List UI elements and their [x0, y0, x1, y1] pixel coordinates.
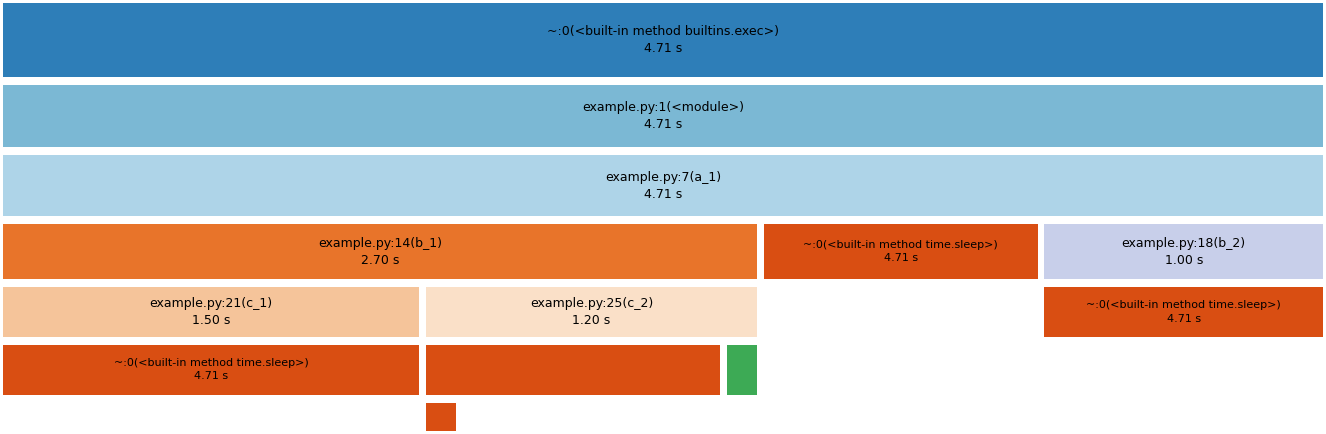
Bar	[3, 224, 757, 279]
Bar	[3, 155, 1323, 216]
Bar	[3, 345, 419, 395]
Bar	[3, 3, 1323, 77]
Text: example.py:21(c_1)
1.50 s: example.py:21(c_1) 1.50 s	[150, 297, 273, 327]
Bar	[1045, 224, 1323, 279]
Bar	[727, 345, 757, 395]
Bar	[3, 85, 1323, 147]
Bar	[426, 403, 456, 431]
Bar	[426, 345, 720, 395]
Text: example.py:14(b_1)
2.70 s: example.py:14(b_1) 2.70 s	[318, 237, 442, 267]
Bar	[764, 224, 1038, 279]
Bar	[1045, 287, 1323, 337]
Bar	[3, 287, 419, 337]
Text: ~:0(<built-in method time.sleep>)
4.71 s: ~:0(<built-in method time.sleep>) 4.71 s	[1086, 300, 1281, 324]
Bar	[426, 287, 757, 337]
Text: example.py:25(c_2)
1.20 s: example.py:25(c_2) 1.20 s	[530, 297, 654, 327]
Text: ~:0(<built-in method time.sleep>)
4.71 s: ~:0(<built-in method time.sleep>) 4.71 s	[114, 358, 309, 381]
Text: example.py:1(<module>)
4.71 s: example.py:1(<module>) 4.71 s	[582, 101, 744, 131]
Text: ~:0(<built-in method builtins.exec>)
4.71 s: ~:0(<built-in method builtins.exec>) 4.7…	[548, 25, 778, 55]
Text: example.py:18(b_2)
1.00 s: example.py:18(b_2) 1.00 s	[1122, 237, 1246, 267]
Text: ~:0(<built-in method time.sleep>)
4.71 s: ~:0(<built-in method time.sleep>) 4.71 s	[804, 240, 998, 263]
Text: example.py:7(a_1)
4.71 s: example.py:7(a_1) 4.71 s	[605, 171, 721, 201]
